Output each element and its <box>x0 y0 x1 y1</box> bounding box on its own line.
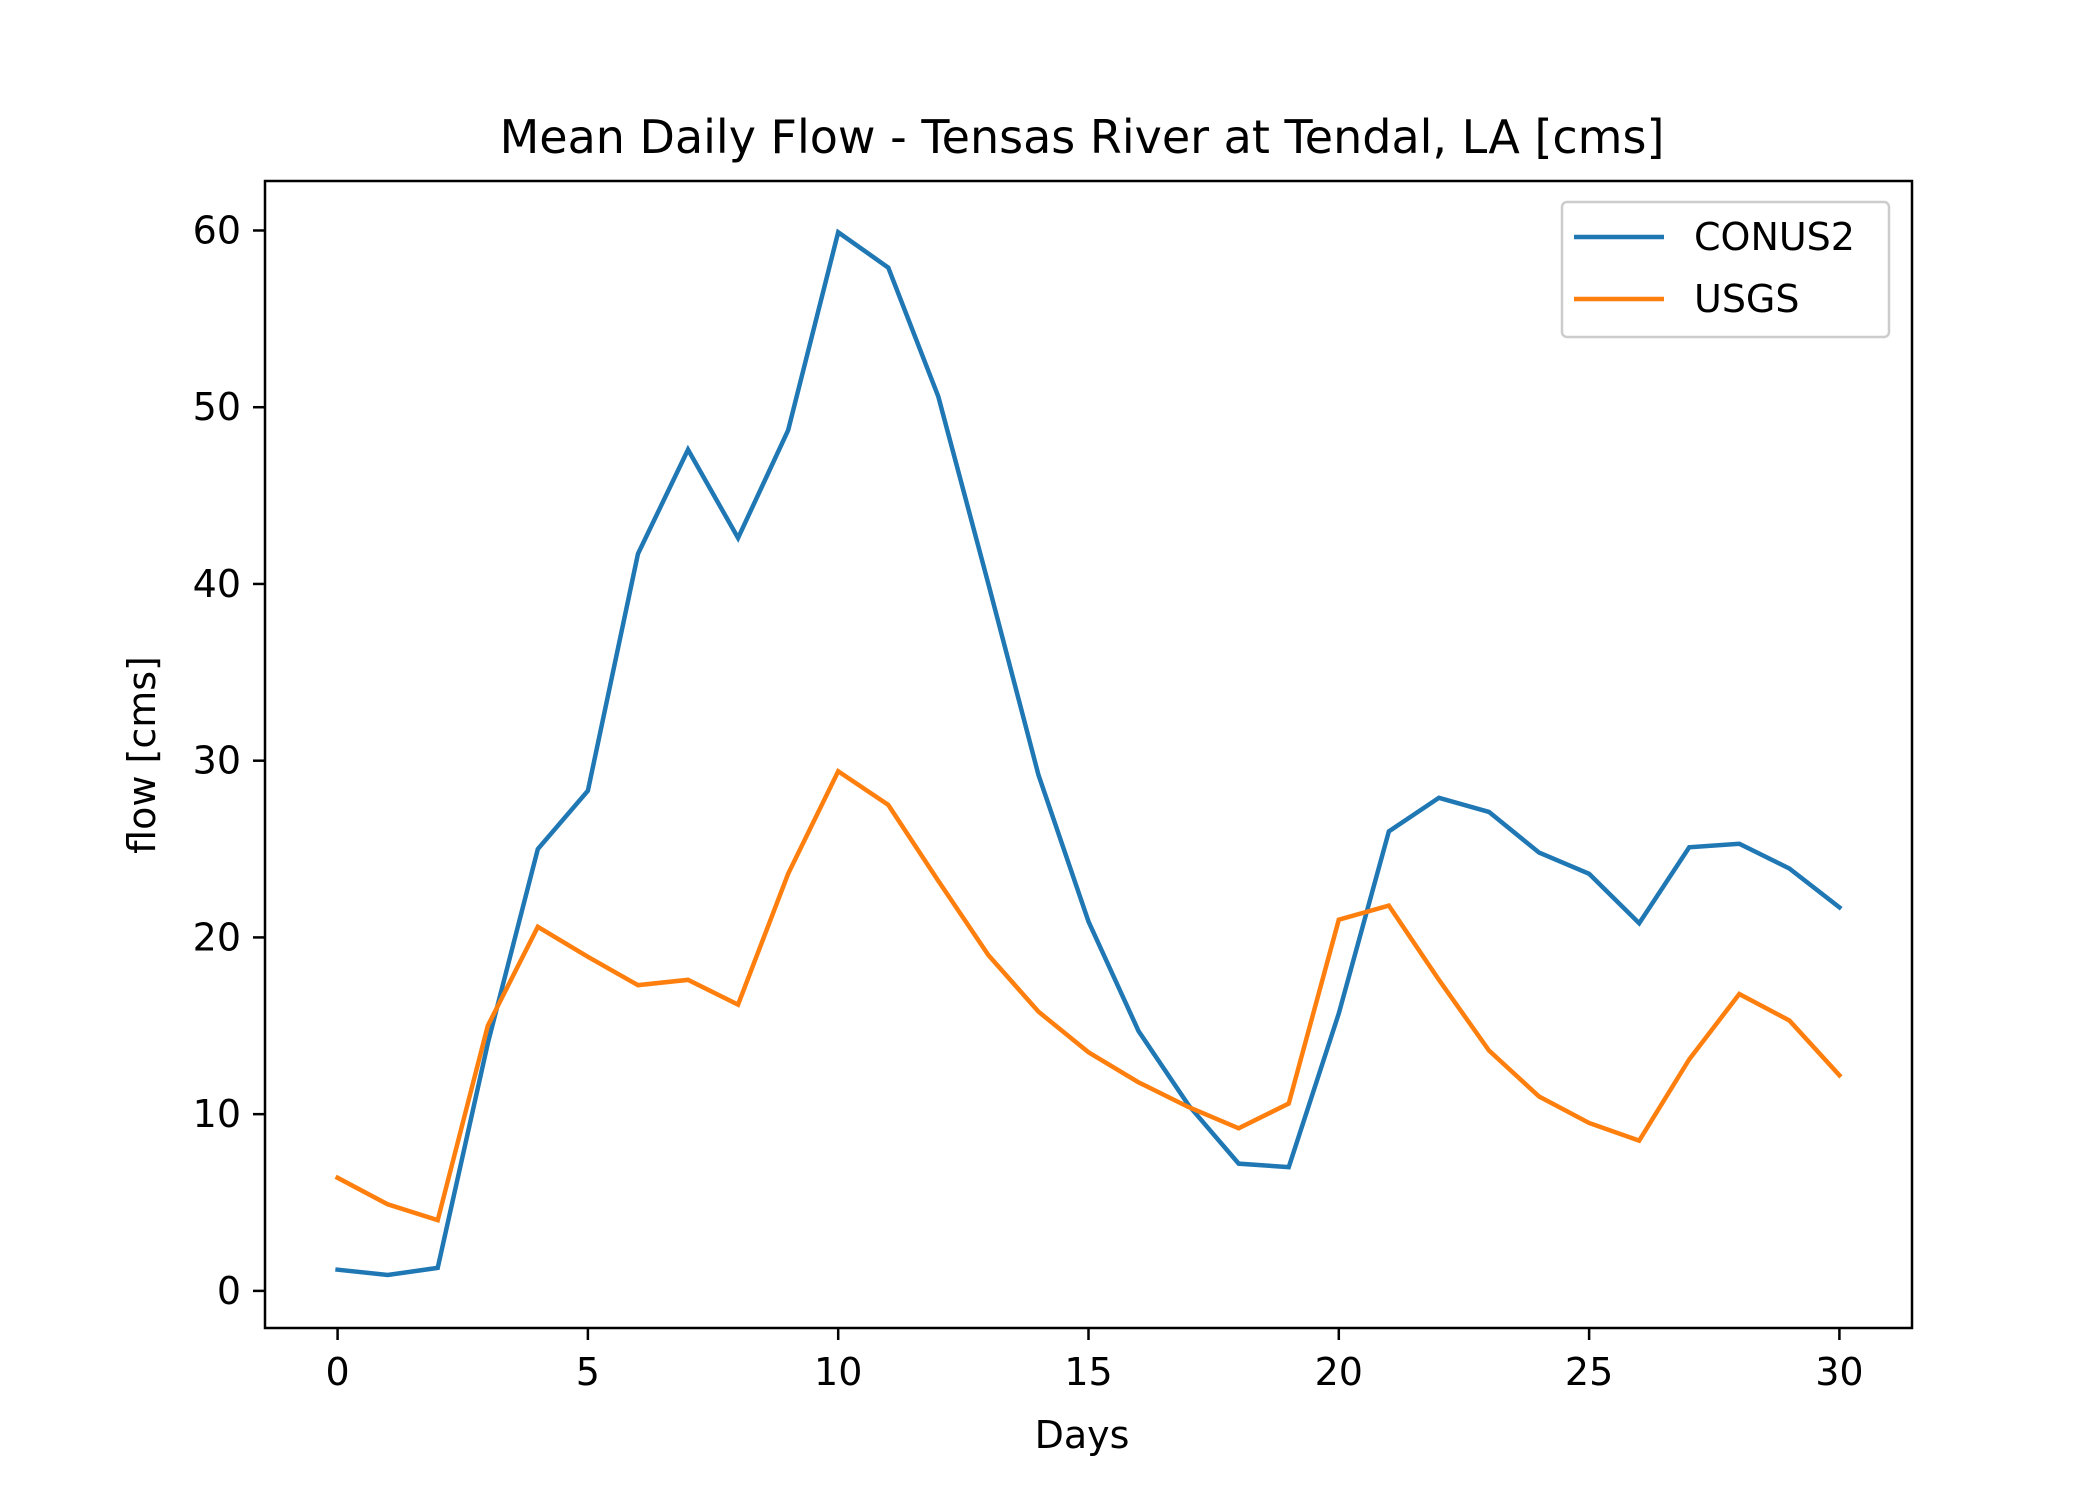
x-tick-label: 10 <box>814 1350 862 1394</box>
legend-label-usgs: USGS <box>1694 277 1800 321</box>
series-line-usgs <box>334 767 1843 1224</box>
legend: CONUS2 USGS <box>1560 200 1891 339</box>
y-tick-label: 50 <box>193 385 241 429</box>
x-tick-label: 15 <box>1064 1350 1112 1394</box>
x-tick-label: 0 <box>325 1350 349 1394</box>
x-axis-label: Days <box>1035 1413 1130 1457</box>
series-lines-group <box>334 228 1843 1278</box>
x-tick-label: 30 <box>1815 1350 1863 1394</box>
y-tick-label: 40 <box>193 562 241 606</box>
y-tick-label: 20 <box>193 915 241 959</box>
axes-decorations: 0 5 10 15 20 25 30 0 10 20 30 40 50 60 <box>193 179 1914 1394</box>
y-tick-label: 10 <box>193 1092 241 1136</box>
chart-title: Mean Daily Flow - Tensas River at Tendal… <box>500 110 1665 164</box>
y-tick-label: 0 <box>217 1269 241 1313</box>
legend-label-conus2: CONUS2 <box>1694 215 1855 259</box>
series-line-conus2 <box>335 228 1843 1278</box>
x-tick-label: 5 <box>576 1350 600 1394</box>
y-tick-label: 60 <box>193 208 241 252</box>
x-tick-label: 20 <box>1315 1350 1363 1394</box>
x-tick-label: 25 <box>1565 1350 1613 1394</box>
y-axis-label: flow [cms] <box>120 656 164 854</box>
y-tick-label: 30 <box>193 739 241 783</box>
